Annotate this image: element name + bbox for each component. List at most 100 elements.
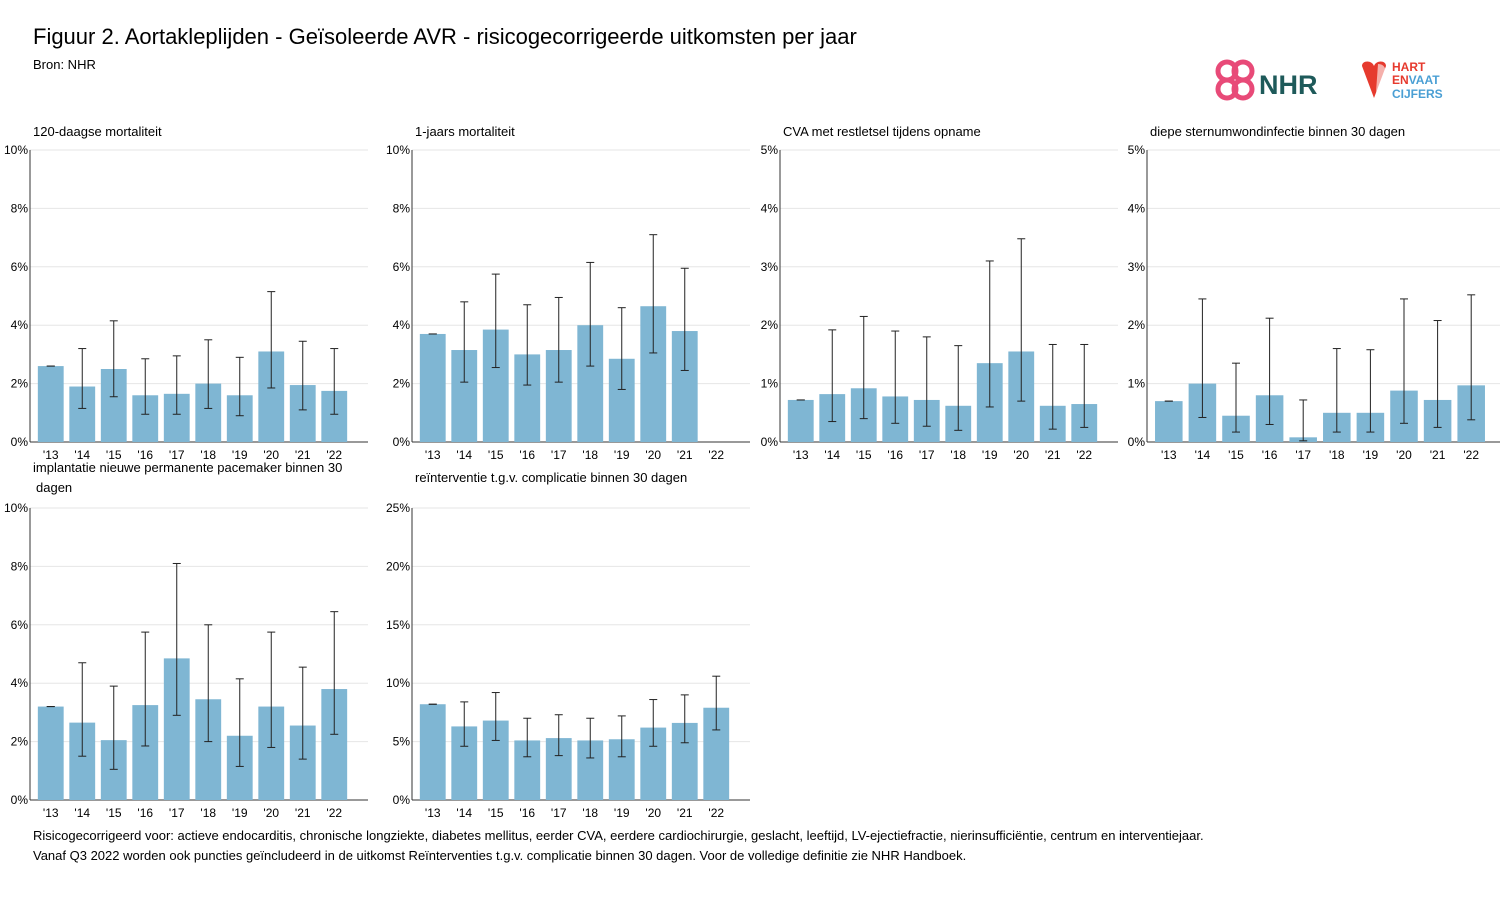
x-tick-label: '20 xyxy=(1396,448,1412,462)
y-tick-label: 6% xyxy=(11,618,29,632)
y-tick-label: 1% xyxy=(1128,377,1146,391)
y-tick-label: 20% xyxy=(386,559,410,573)
x-tick-label: '15 xyxy=(856,448,872,462)
y-tick-label: 4% xyxy=(1128,201,1146,215)
y-tick-label: 5% xyxy=(761,143,779,157)
y-tick-label: 2% xyxy=(11,377,29,391)
y-tick-label: 0% xyxy=(761,435,779,449)
x-tick-label: '16 xyxy=(1262,448,1278,462)
x-tick-label: '21 xyxy=(1045,448,1061,462)
bar-1 xyxy=(419,704,446,800)
y-tick-label: 15% xyxy=(386,618,410,632)
x-tick-label: '13 xyxy=(425,448,441,462)
bar-1 xyxy=(787,399,814,442)
hartvaat-line2-en: EN xyxy=(1392,73,1409,87)
y-tick-label: 2% xyxy=(1128,318,1146,332)
x-tick-label: '21 xyxy=(295,806,311,820)
x-tick-label: '20 xyxy=(263,448,279,462)
y-tick-label: 2% xyxy=(11,735,29,749)
x-tick-label: '22 xyxy=(326,448,342,462)
x-tick-label: '22 xyxy=(1463,448,1479,462)
x-tick-label: '19 xyxy=(982,448,998,462)
chart-title: CVA met restletsel tijdens opname xyxy=(783,124,981,139)
x-tick-label: '15 xyxy=(1228,448,1244,462)
hartvaat-logo: HART ENVAAT CIJFERS xyxy=(1362,60,1443,101)
x-tick-label: '16 xyxy=(519,448,535,462)
x-tick-label: '13 xyxy=(43,448,59,462)
hartvaat-line2: ENVAAT xyxy=(1392,73,1440,87)
chart-panel-5: implantatie nieuwe permanente pacemaker … xyxy=(4,460,368,820)
source-label: Bron: NHR xyxy=(33,57,96,72)
bar-1 xyxy=(1155,401,1183,442)
x-tick-label: '18 xyxy=(950,448,966,462)
bar-1 xyxy=(37,706,64,800)
y-tick-label: 4% xyxy=(11,676,29,690)
y-tick-label: 6% xyxy=(393,260,411,274)
x-tick-label: '20 xyxy=(263,806,279,820)
x-tick-label: '18 xyxy=(582,448,598,462)
nhr-cross-icon xyxy=(1215,59,1255,101)
x-tick-label: '22 xyxy=(326,806,342,820)
footnote-adjustment: Risicogecorrigeerd voor: actieve endocar… xyxy=(33,828,1204,843)
x-tick-label: '16 xyxy=(137,806,153,820)
x-tick-label: '17 xyxy=(551,448,567,462)
x-tick-label: '17 xyxy=(1295,448,1311,462)
y-tick-label: 0% xyxy=(393,435,411,449)
x-tick-label: '19 xyxy=(232,806,248,820)
chart-panel-3: CVA met restletsel tijdens opname 0% 1% 2% 3… xyxy=(761,124,1118,462)
x-tick-label: '19 xyxy=(1363,448,1379,462)
y-tick-label: 0% xyxy=(11,435,29,449)
x-tick-label: '17 xyxy=(551,806,567,820)
x-tick-label: '13 xyxy=(43,806,59,820)
x-tick-label: '21 xyxy=(295,448,311,462)
y-tick-label: 3% xyxy=(1128,260,1146,274)
y-tick-label: 4% xyxy=(761,201,779,215)
x-tick-label: '19 xyxy=(232,448,248,462)
x-tick-label: '21 xyxy=(1430,448,1446,462)
nhr-logo-text: NHR xyxy=(1259,70,1318,100)
x-tick-label: '22 xyxy=(708,448,724,462)
x-tick-label: '17 xyxy=(169,448,185,462)
x-tick-label: '20 xyxy=(645,448,661,462)
x-tick-label: '14 xyxy=(1195,448,1211,462)
chart-panel-6: reïnterventie t.g.v. complicatie binnen … xyxy=(386,470,750,820)
x-tick-label: '17 xyxy=(169,806,185,820)
chart-title: 120-daagse mortaliteit xyxy=(33,124,162,139)
nhr-logo: NHR xyxy=(1215,59,1318,101)
y-tick-label: 10% xyxy=(386,143,410,157)
y-tick-label: 10% xyxy=(386,676,410,690)
x-tick-label: '14 xyxy=(824,448,840,462)
x-tick-label: '14 xyxy=(74,448,90,462)
x-tick-label: '15 xyxy=(488,448,504,462)
y-tick-label: 8% xyxy=(393,201,411,215)
x-tick-label: '22 xyxy=(708,806,724,820)
x-tick-label: '13 xyxy=(1161,448,1177,462)
x-tick-label: '14 xyxy=(456,806,472,820)
x-tick-label: '18 xyxy=(200,448,216,462)
y-tick-label: 2% xyxy=(761,318,779,332)
page-title: Figuur 2. Aortakleplijden - Geïsoleerde … xyxy=(33,24,857,49)
bar-1 xyxy=(419,333,446,442)
y-tick-label: 6% xyxy=(11,260,29,274)
y-tick-label: 8% xyxy=(11,201,29,215)
x-tick-label: '22 xyxy=(1076,448,1092,462)
y-tick-label: 10% xyxy=(4,143,28,157)
x-tick-label: '13 xyxy=(793,448,809,462)
y-tick-label: 25% xyxy=(386,501,410,515)
x-tick-label: '15 xyxy=(488,806,504,820)
hartvaat-line1: HART xyxy=(1392,60,1426,74)
hartvaat-line3: CIJFERS xyxy=(1392,87,1443,101)
x-tick-label: '16 xyxy=(887,448,903,462)
chart-panel-4: diepe sternumwondinfectie binnen 30 dage… xyxy=(1128,124,1500,462)
x-tick-label: '21 xyxy=(677,806,693,820)
x-tick-label: '14 xyxy=(456,448,472,462)
x-tick-label: '19 xyxy=(614,806,630,820)
y-tick-label: 0% xyxy=(11,793,29,807)
chart-title: diepe sternumwondinfectie binnen 30 dage… xyxy=(1150,124,1405,139)
y-tick-label: 4% xyxy=(393,318,411,332)
y-tick-label: 5% xyxy=(1128,143,1146,157)
x-tick-label: '16 xyxy=(137,448,153,462)
x-tick-label: '18 xyxy=(200,806,216,820)
y-tick-label: 4% xyxy=(11,318,29,332)
